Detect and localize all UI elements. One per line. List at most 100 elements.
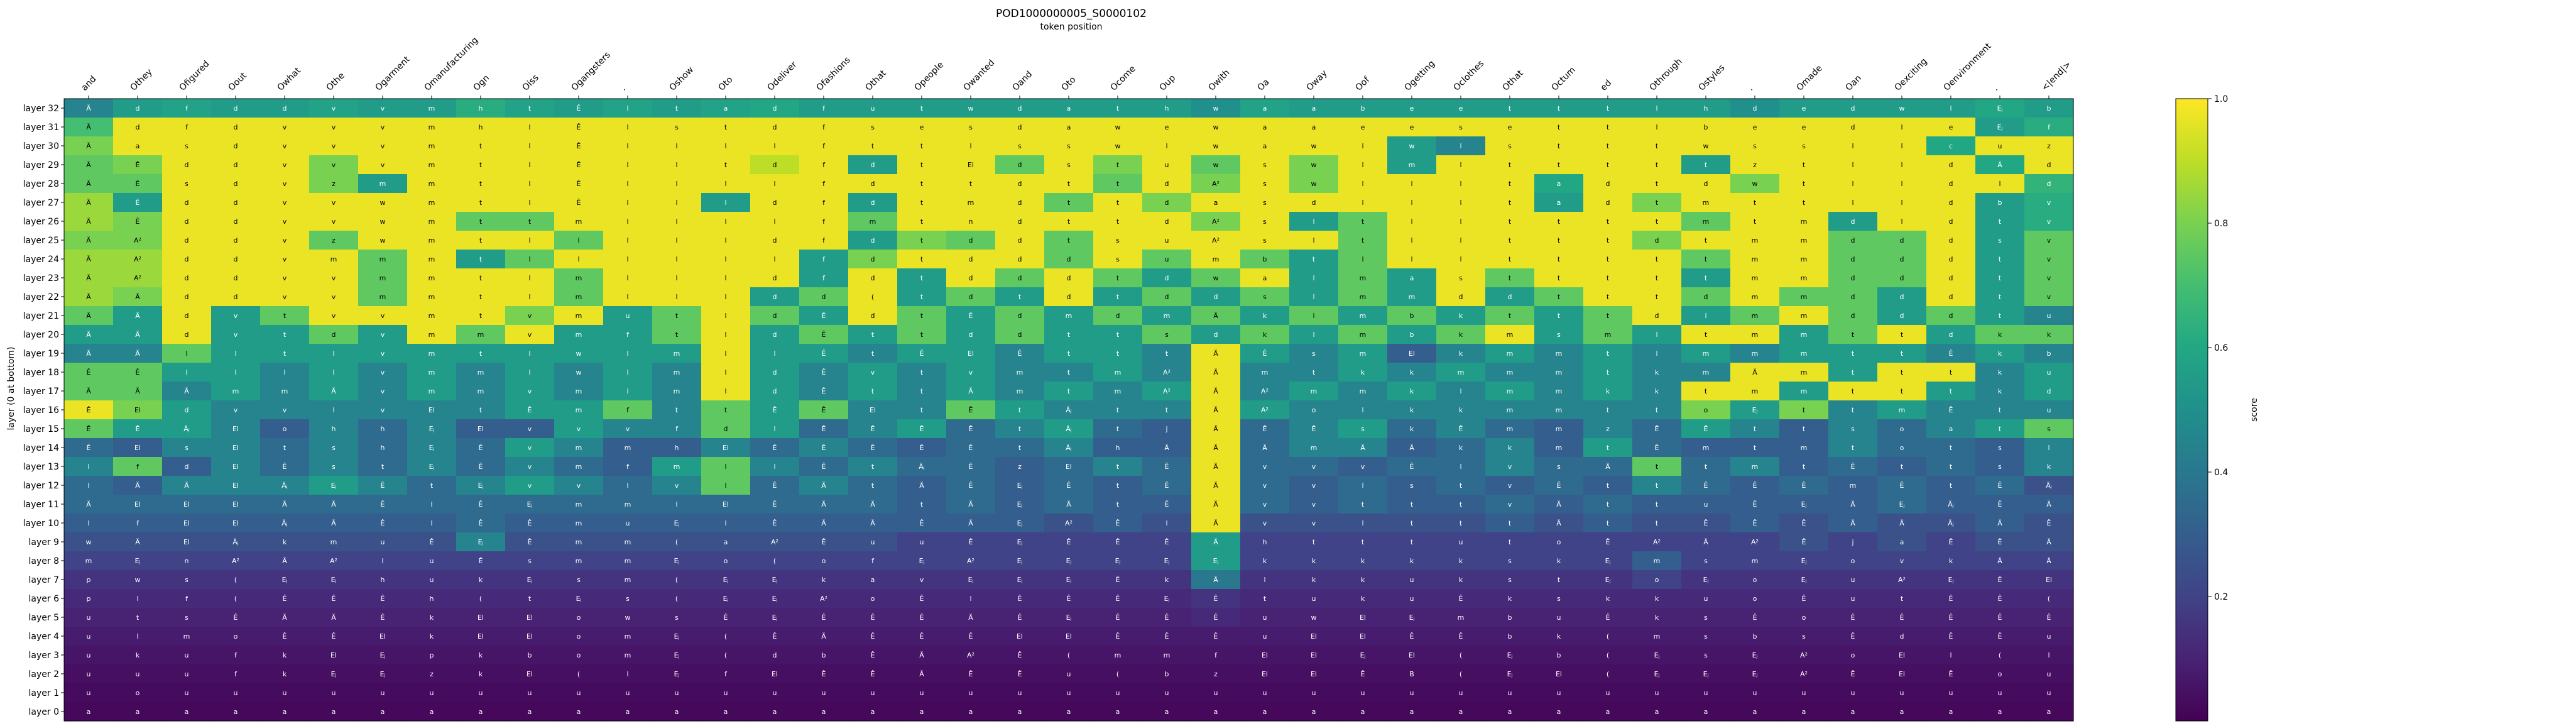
heatmap-cell bbox=[799, 664, 849, 684]
cell-label: Ä bbox=[1213, 444, 1218, 452]
heatmap-cell bbox=[750, 514, 800, 533]
heatmap-cell bbox=[1975, 438, 2025, 458]
cell-label: k bbox=[283, 538, 287, 546]
cell-label: Ê bbox=[822, 538, 826, 546]
x-tick-label: ed bbox=[1599, 78, 1614, 93]
heatmap-cell bbox=[1191, 325, 1241, 344]
heatmap-cell bbox=[946, 325, 996, 344]
heatmap-cell bbox=[799, 627, 849, 646]
cell-label: m bbox=[625, 444, 631, 452]
heatmap-cell bbox=[1436, 287, 1486, 307]
chart-title: POD1000000005_S0000102 bbox=[996, 8, 1147, 20]
heatmap-cell bbox=[1338, 287, 1388, 307]
heatmap-cell bbox=[1730, 193, 1780, 212]
heatmap-cell bbox=[1289, 400, 1339, 420]
heatmap-cell bbox=[1142, 268, 1192, 288]
heatmap-cell bbox=[1240, 231, 1290, 250]
cell-label: Ä bbox=[2046, 557, 2051, 565]
heatmap-cell bbox=[260, 457, 310, 476]
cell-label: d bbox=[1900, 312, 1904, 320]
cell-label: Eⱼ bbox=[1115, 557, 1121, 565]
heatmap-cell bbox=[554, 99, 604, 118]
cell-label: a bbox=[577, 708, 581, 716]
cell-label: o bbox=[1655, 576, 1659, 584]
cell-label: v bbox=[2047, 199, 2051, 207]
cell-label: s bbox=[1263, 180, 1267, 188]
heatmap-cell bbox=[750, 476, 800, 495]
cell-label: m bbox=[625, 651, 631, 659]
cell-label: l bbox=[528, 123, 530, 131]
cell-label: o bbox=[1312, 406, 1316, 414]
heatmap-cell bbox=[162, 683, 212, 703]
x-tick-label: Ofigured bbox=[178, 59, 212, 93]
cell-label: m bbox=[870, 217, 876, 226]
heatmap-cell bbox=[750, 268, 800, 288]
x-tick-label: Owith bbox=[1207, 68, 1232, 93]
heatmap-cell bbox=[407, 306, 457, 326]
y-tick-label: layer 0 bbox=[29, 707, 59, 717]
cell-label: t bbox=[1067, 180, 1071, 188]
cell-label: v bbox=[381, 349, 385, 358]
cell-label: t bbox=[1607, 142, 1610, 150]
cell-label: Ê bbox=[1312, 425, 1316, 433]
heatmap-cell bbox=[603, 457, 653, 476]
heatmap-cell bbox=[1485, 155, 1535, 175]
heatmap-cell bbox=[603, 325, 653, 344]
y-tick-label: layer 12 bbox=[23, 481, 59, 491]
heatmap-cell bbox=[505, 476, 555, 495]
cell-label: Ä bbox=[1066, 500, 1071, 509]
heatmap-cell bbox=[995, 306, 1045, 326]
y-tick-label: layer 9 bbox=[29, 537, 59, 547]
cell-label: m bbox=[1164, 312, 1171, 320]
cell-label: m bbox=[428, 161, 435, 169]
heatmap-cell bbox=[1632, 155, 1682, 175]
heatmap-cell bbox=[505, 155, 555, 175]
heatmap-cell bbox=[456, 419, 506, 439]
heatmap-cell bbox=[113, 400, 163, 420]
cell-label: Ê bbox=[1410, 632, 1414, 641]
cell-label: d bbox=[1949, 199, 1953, 207]
cell-label: u bbox=[969, 689, 973, 697]
x-tick-label: Oclothes bbox=[1452, 58, 1487, 93]
heatmap-cell bbox=[456, 683, 506, 703]
cell-label: z bbox=[1018, 463, 1022, 471]
heatmap-cell bbox=[1583, 155, 1633, 175]
cell-label: Ê bbox=[479, 500, 483, 509]
heatmap-cell bbox=[603, 683, 653, 703]
heatmap-cell bbox=[1926, 627, 1976, 646]
heatmap-cell bbox=[1779, 382, 1829, 401]
cell-label: t bbox=[871, 463, 875, 471]
cell-label: f bbox=[822, 123, 826, 131]
heatmap-cell bbox=[1632, 174, 1682, 194]
heatmap-cell bbox=[652, 419, 702, 439]
cell-label: s bbox=[528, 557, 532, 565]
heatmap-cell bbox=[1926, 457, 1976, 476]
cell-label: v bbox=[332, 142, 336, 150]
cell-label: Ê bbox=[1704, 519, 1708, 527]
heatmap-cell bbox=[1779, 118, 1829, 137]
heatmap-cell bbox=[456, 212, 506, 231]
cell-label: l bbox=[675, 255, 677, 263]
heatmap-cell bbox=[407, 570, 457, 590]
cell-label: El bbox=[1360, 613, 1366, 622]
heatmap-cell bbox=[1975, 287, 2025, 307]
cell-label: Ä bbox=[1213, 349, 1218, 358]
heatmap-cell bbox=[1583, 363, 1633, 382]
heatmap-cell bbox=[64, 287, 114, 307]
heatmap-cell bbox=[1338, 344, 1388, 363]
cell-label: m bbox=[1360, 312, 1367, 320]
heatmap-cell bbox=[848, 495, 898, 514]
heatmap-cell bbox=[1730, 212, 1780, 231]
heatmap-cell bbox=[1387, 495, 1437, 514]
cell-label: m bbox=[428, 312, 435, 320]
cell-label: w bbox=[1213, 123, 1219, 131]
heatmap-cell bbox=[799, 683, 849, 703]
heatmap-cell bbox=[995, 476, 1045, 495]
cell-label: l bbox=[528, 293, 530, 301]
cell-label: t bbox=[1362, 236, 1365, 245]
heatmap-cell bbox=[750, 344, 800, 363]
cell-label: o bbox=[283, 425, 287, 433]
heatmap-cell bbox=[701, 344, 751, 363]
cell-label: n bbox=[185, 557, 189, 565]
heatmap-cell bbox=[799, 231, 849, 250]
